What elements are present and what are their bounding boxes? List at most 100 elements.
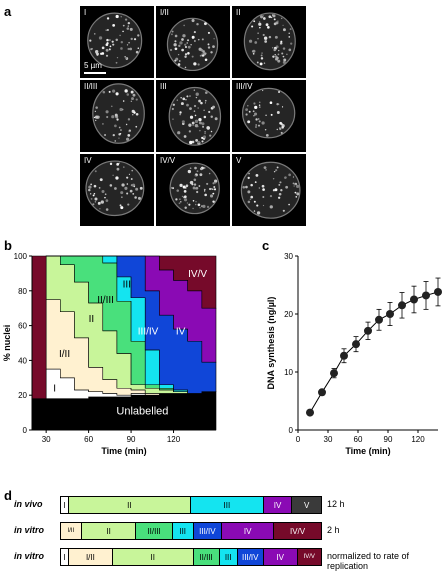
replication-focus <box>180 201 182 203</box>
replication-focus <box>180 97 182 99</box>
micrograph-iii: III <box>156 80 230 152</box>
replication-focus <box>197 203 201 207</box>
replication-focus <box>125 123 128 126</box>
replication-focus <box>247 190 251 194</box>
x-axis-label: Time (min) <box>101 446 146 456</box>
bar-row-label: in vitro <box>14 551 45 561</box>
replication-focus <box>262 204 265 207</box>
y-axis-label: % nuclei <box>2 325 12 362</box>
replication-focus <box>182 185 186 189</box>
replication-focus <box>186 103 189 107</box>
y-tick-label: 100 <box>14 252 28 261</box>
replication-focus <box>184 53 188 56</box>
replication-focus <box>208 110 211 114</box>
replication-focus <box>256 211 261 215</box>
replication-focus <box>274 35 278 39</box>
replication-focus <box>292 182 295 185</box>
replication-focus <box>276 166 279 169</box>
y-tick-label: 0 <box>289 426 294 435</box>
bar-segment-iv-v: IV/V <box>297 549 321 565</box>
replication-focus <box>184 55 187 58</box>
replication-focus <box>124 18 128 21</box>
replication-focus <box>273 48 277 52</box>
replication-focus <box>118 137 120 139</box>
replication-focus <box>201 140 204 143</box>
replication-focus <box>95 50 99 54</box>
replication-focus <box>206 205 210 209</box>
replication-focus <box>273 22 277 26</box>
replication-focus <box>119 107 123 112</box>
replication-focus <box>257 118 260 120</box>
replication-focus <box>127 47 130 51</box>
panel-label-d: d <box>4 488 12 503</box>
replication-focus <box>124 186 128 190</box>
replication-focus <box>128 130 130 133</box>
replication-focus <box>207 46 211 49</box>
replication-focus <box>204 136 206 139</box>
replication-focus <box>282 60 286 64</box>
replication-focus <box>192 207 194 210</box>
replication-focus <box>135 50 139 54</box>
replication-focus <box>185 99 187 101</box>
replication-focus <box>112 174 114 177</box>
micrograph-stage-label: I <box>84 8 87 17</box>
replication-focus <box>207 31 210 34</box>
replication-focus <box>198 185 201 187</box>
bar-segment-iii: III <box>219 549 238 565</box>
replication-focus <box>137 196 141 200</box>
panel-label-a: a <box>4 4 12 19</box>
replication-focus <box>203 188 206 191</box>
replication-focus <box>270 113 273 116</box>
replication-focus <box>106 17 110 20</box>
bar-segment-ii: II <box>81 523 137 539</box>
replication-focus <box>127 203 130 206</box>
replication-focus <box>264 40 268 43</box>
replication-focus <box>280 40 283 43</box>
replication-focus <box>98 116 100 118</box>
replication-focus <box>126 137 130 141</box>
replication-focus <box>171 107 174 111</box>
stage-bar: I/II II II/III III III/IV IV IV/V <box>60 522 322 540</box>
replication-focus <box>288 32 290 34</box>
data-point <box>375 315 383 324</box>
data-point <box>422 291 430 300</box>
replication-focus <box>132 193 135 195</box>
replication-focus <box>111 115 115 119</box>
replication-focus <box>262 196 265 199</box>
replication-focus <box>105 208 109 211</box>
replication-focus <box>201 53 204 56</box>
replication-focus <box>252 110 255 113</box>
x-tick-label: 30 <box>42 435 51 444</box>
replication-focus <box>92 194 95 197</box>
replication-focus <box>259 106 261 108</box>
replication-focus <box>179 198 181 200</box>
replication-focus <box>98 187 101 189</box>
bar-segment-ii-iii: II/III <box>193 549 220 565</box>
bar-segment-iii: III <box>172 523 194 539</box>
replication-focus <box>258 101 261 104</box>
replication-focus <box>105 110 109 114</box>
replication-focus <box>282 24 284 27</box>
replication-focus <box>254 41 258 44</box>
replication-focus <box>263 62 266 64</box>
replication-focus <box>257 38 259 40</box>
replication-focus <box>197 63 200 66</box>
replication-focus <box>199 54 202 57</box>
replication-focus <box>109 162 113 166</box>
replication-focus <box>212 45 215 49</box>
replication-focus <box>137 47 140 49</box>
y-tick-label: 20 <box>18 391 27 400</box>
replication-focus <box>277 59 281 63</box>
y-axis-label: DNA synthesis (ng/µl) <box>266 297 276 390</box>
replication-focus <box>261 121 265 125</box>
replication-focus <box>186 42 188 44</box>
replication-focus <box>120 191 124 195</box>
replication-focus <box>174 47 178 51</box>
replication-focus <box>179 111 182 114</box>
replication-focus <box>275 169 278 172</box>
replication-focus <box>201 122 205 126</box>
replication-focus <box>108 90 111 93</box>
replication-focus <box>248 172 250 175</box>
bar-row-0: in vivo I II III IV V 12 h <box>0 496 448 516</box>
nucleus-image <box>168 86 222 146</box>
